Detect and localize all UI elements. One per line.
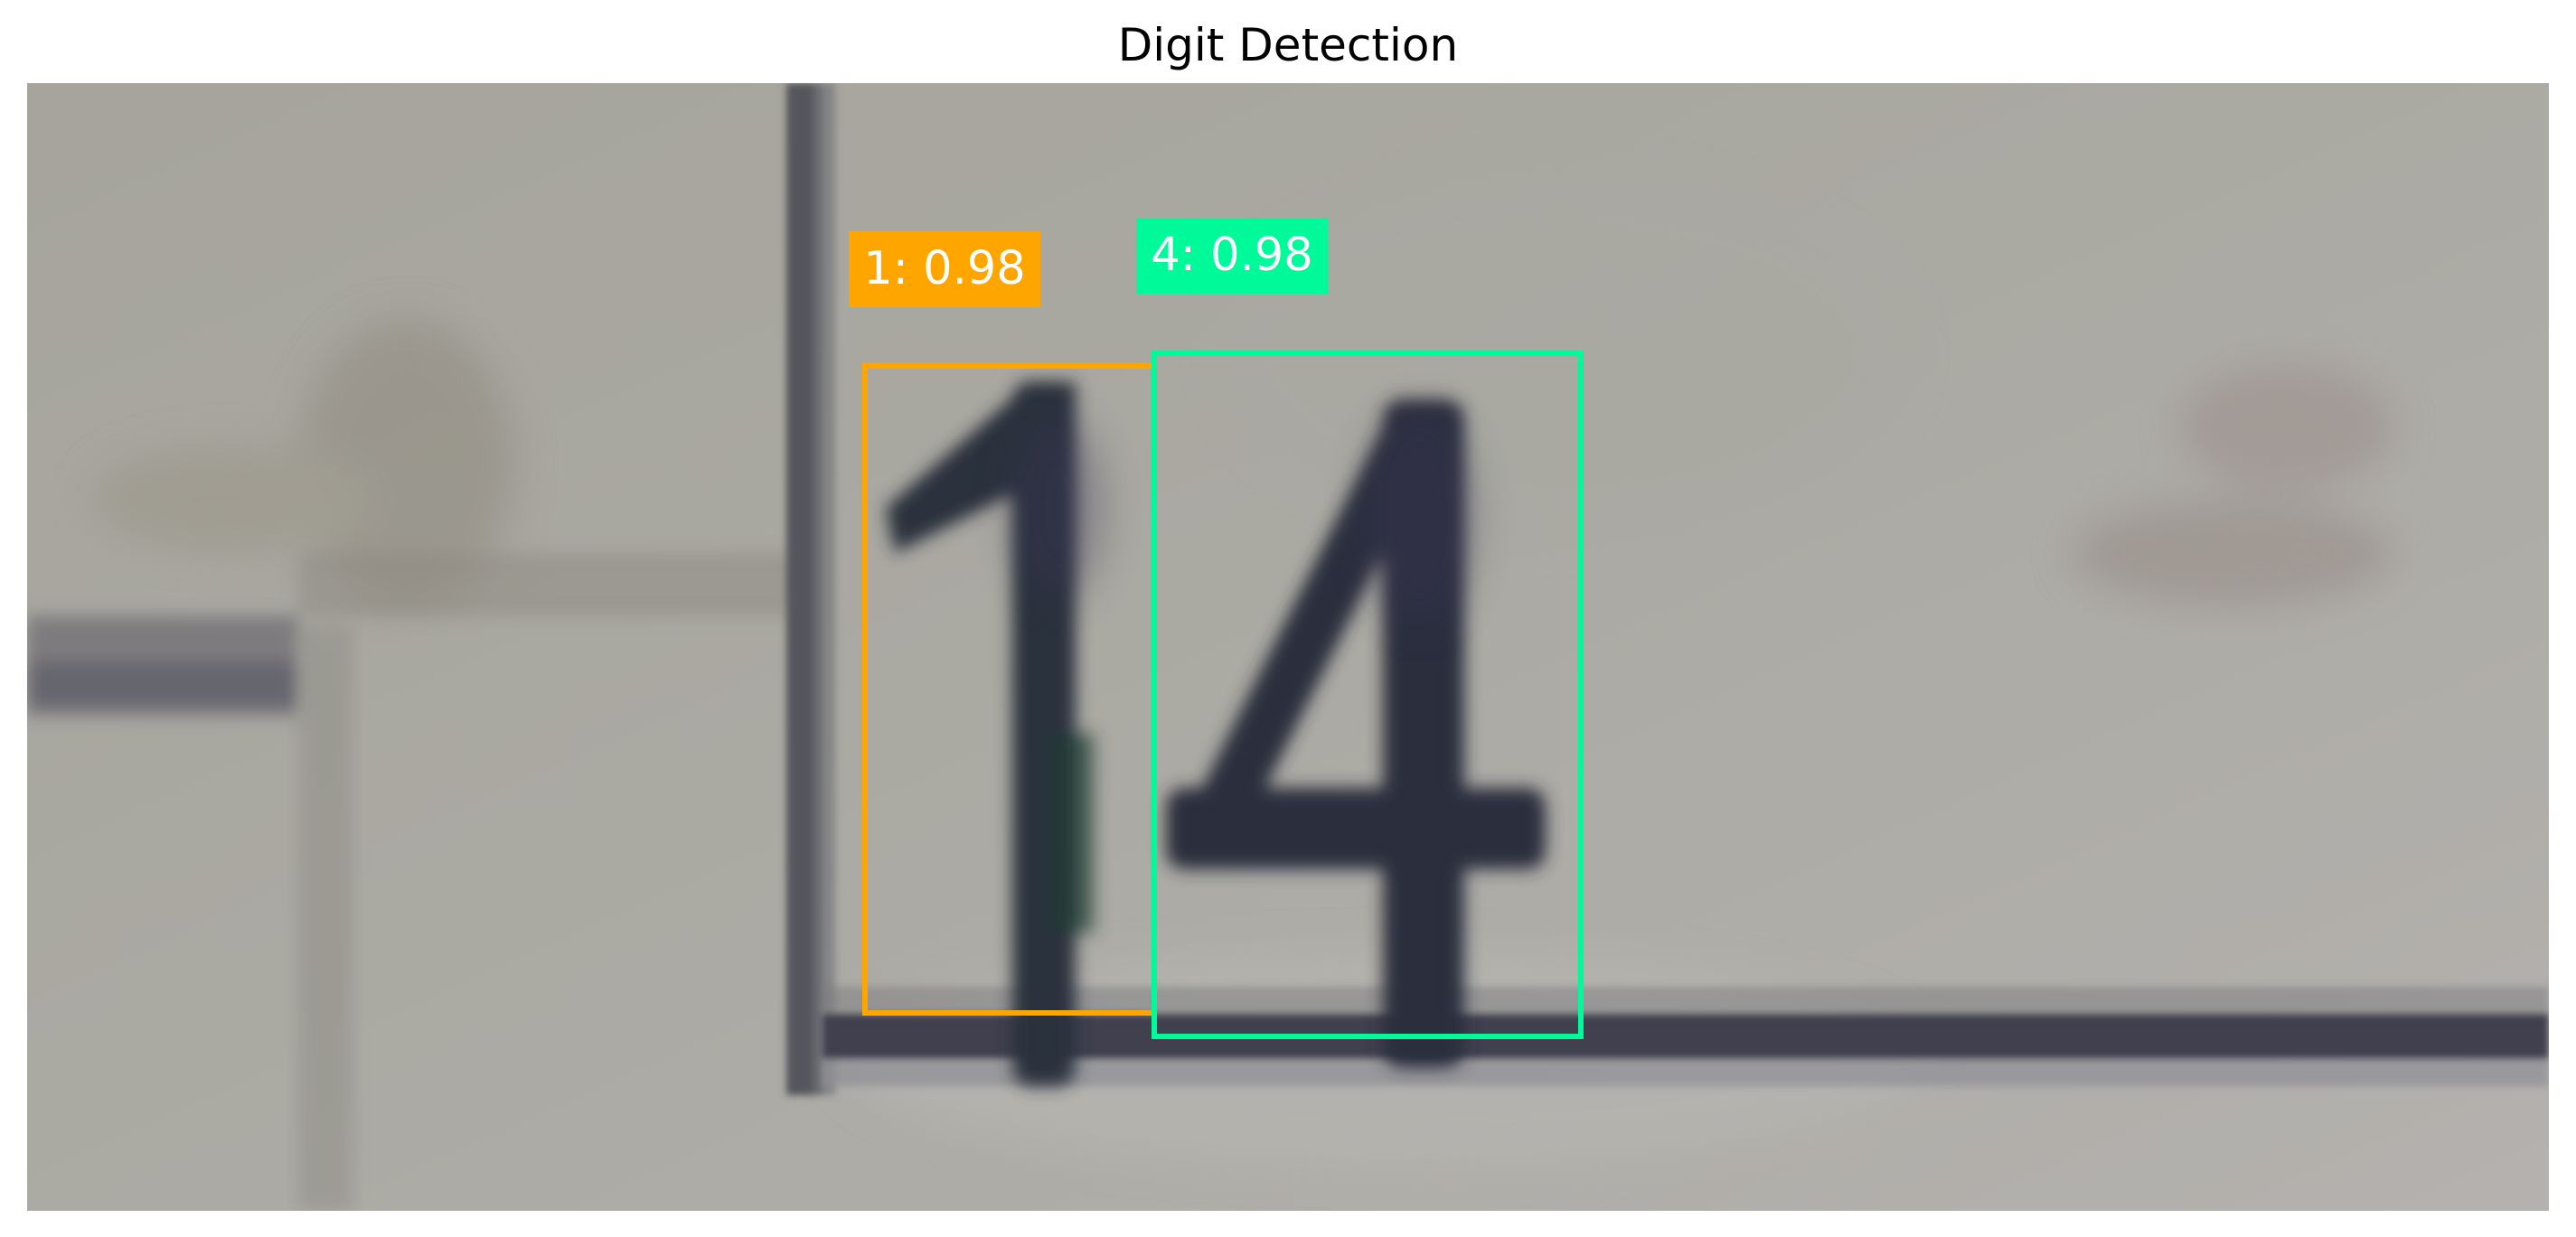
detection-box-1 bbox=[862, 363, 1157, 1016]
photo-panel: 1: 0.98 4: 0.98 bbox=[27, 83, 2549, 1211]
detection-label-4: 4: 0.98 bbox=[1136, 218, 1328, 294]
figure-title: Digit Detection bbox=[1117, 19, 1459, 71]
detection-box-4 bbox=[1152, 351, 1584, 1039]
detection-label-1: 1: 0.98 bbox=[849, 231, 1040, 307]
